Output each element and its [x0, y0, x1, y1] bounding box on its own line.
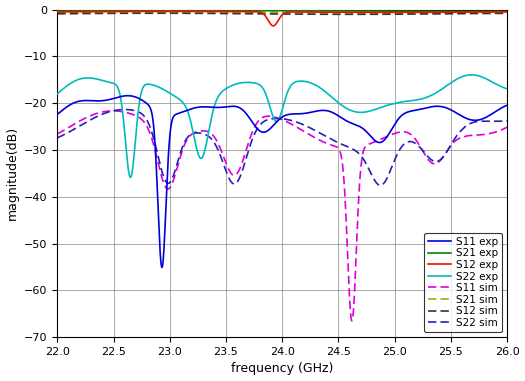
S11 sim [409, 133, 415, 138]
S22 exp [491, 81, 497, 85]
S22 sim [273, 116, 279, 121]
S21 exp [273, 8, 279, 13]
S11 sim [54, 132, 60, 136]
S22 exp [273, 119, 279, 124]
S22 exp [54, 91, 60, 96]
S22 exp [491, 81, 498, 85]
S21 sim [392, 11, 398, 15]
S11 sim [491, 130, 497, 135]
S11 exp [274, 120, 280, 124]
S11 sim [110, 109, 116, 113]
S21 exp [491, 9, 497, 14]
S12 exp [77, 10, 83, 14]
S22 exp [468, 72, 475, 77]
S22 sim [261, 119, 267, 123]
X-axis label: frequency (GHz): frequency (GHz) [231, 362, 333, 375]
S12 exp [166, 9, 173, 14]
S21 exp [408, 9, 415, 14]
S11 exp [124, 93, 131, 98]
S22 sim [77, 123, 83, 128]
S11 exp [77, 99, 83, 103]
S11 exp [159, 265, 165, 270]
S11 sim [349, 319, 355, 323]
S21 exp [504, 9, 510, 14]
S21 exp [476, 9, 482, 14]
S21 sim [273, 10, 279, 14]
S21 sim [491, 10, 497, 15]
S22 sim [491, 119, 497, 123]
S11 exp [409, 109, 415, 113]
S21 sim [261, 10, 267, 14]
S12 exp [409, 10, 415, 14]
Line: S22 sim: S22 sim [57, 109, 507, 185]
S21 sim [77, 10, 83, 14]
S11 sim [273, 115, 279, 120]
S12 exp [504, 10, 510, 14]
S12 sim [261, 11, 267, 16]
Line: S22 exp: S22 exp [57, 75, 507, 178]
S12 sim [491, 11, 497, 16]
S12 exp [491, 10, 498, 14]
S22 sim [377, 183, 384, 187]
S12 sim [77, 11, 83, 16]
S12 exp [261, 13, 267, 17]
S22 sim [54, 136, 60, 140]
S21 exp [195, 8, 201, 13]
S11 sim [261, 114, 267, 119]
S21 sim [504, 10, 510, 14]
S12 sim [349, 12, 355, 17]
S12 sim [409, 12, 415, 16]
S21 sim [491, 10, 498, 15]
S11 sim [491, 130, 498, 134]
S11 sim [77, 118, 83, 123]
S12 exp [491, 10, 497, 14]
S21 exp [261, 8, 267, 13]
S11 exp [504, 103, 510, 107]
Y-axis label: magnitude(dB): magnitude(dB) [6, 126, 18, 221]
S22 sim [409, 139, 415, 144]
S12 sim [54, 11, 60, 16]
S12 sim [504, 11, 510, 16]
Line: S11 sim: S11 sim [57, 111, 507, 321]
Line: S12 exp: S12 exp [57, 11, 507, 26]
S21 exp [491, 9, 498, 14]
S11 exp [491, 110, 497, 115]
S12 sim [491, 11, 498, 16]
S11 exp [491, 110, 498, 115]
S21 exp [77, 8, 83, 13]
Line: S12 sim: S12 sim [57, 13, 507, 14]
Legend: S11 exp, S21 exp, S12 exp, S22 exp, S11 sim, S21 sim, S12 sim, S22 sim: S11 exp, S21 exp, S12 exp, S22 exp, S11 … [424, 233, 502, 332]
S22 sim [504, 118, 510, 123]
S12 exp [270, 24, 277, 28]
S21 sim [166, 10, 173, 14]
S22 exp [261, 88, 267, 93]
S22 exp [77, 77, 83, 81]
S21 sim [409, 11, 415, 15]
S11 exp [261, 130, 268, 134]
S22 exp [504, 86, 510, 91]
S21 sim [54, 10, 60, 14]
S21 exp [54, 9, 60, 13]
S12 sim [152, 11, 159, 16]
S12 exp [274, 21, 280, 26]
S22 sim [491, 119, 498, 123]
S11 exp [54, 112, 60, 117]
S22 exp [127, 175, 133, 180]
S22 exp [408, 98, 415, 103]
Line: S11 exp: S11 exp [57, 96, 507, 267]
S12 exp [54, 10, 60, 14]
S22 sim [122, 107, 128, 112]
S12 sim [273, 12, 279, 16]
S11 sim [504, 125, 510, 130]
Line: S21 sim: S21 sim [57, 12, 507, 13]
